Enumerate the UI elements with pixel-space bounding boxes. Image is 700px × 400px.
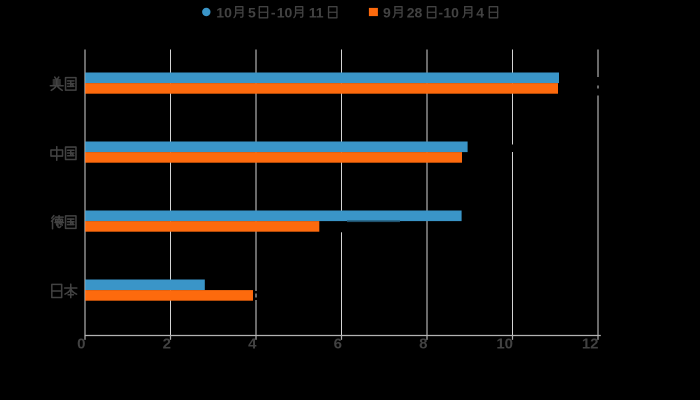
svg-text:4: 4 — [476, 5, 484, 21]
svg-text:5: 5 — [248, 5, 256, 21]
svg-text:28: 28 — [407, 5, 423, 21]
svg-text:10: 10 — [277, 5, 293, 21]
svg-text:0: 0 — [77, 336, 85, 353]
svg-text:2: 2 — [163, 336, 171, 353]
svg-text:-: - — [438, 5, 443, 21]
svg-text:12: 12 — [582, 336, 599, 353]
svg-text:-: - — [271, 5, 276, 21]
svg-text:10: 10 — [216, 5, 232, 21]
svg-text:8: 8 — [419, 336, 427, 353]
svg-text:6: 6 — [334, 336, 342, 353]
svg-text:11: 11 — [309, 5, 324, 21]
svg-text:10: 10 — [443, 5, 459, 21]
svg-text:9: 9 — [383, 5, 391, 21]
svg-text:4: 4 — [248, 336, 257, 353]
svg-text:10: 10 — [496, 336, 513, 353]
